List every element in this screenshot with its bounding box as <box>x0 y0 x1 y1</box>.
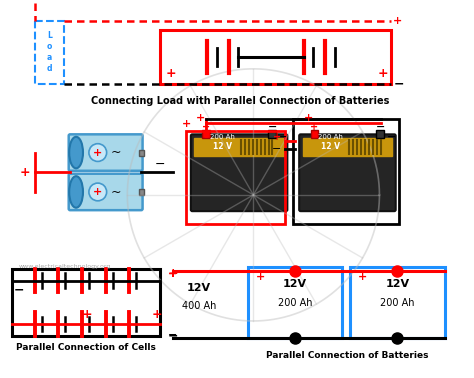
Text: +: + <box>167 267 178 280</box>
FancyBboxPatch shape <box>191 134 287 211</box>
FancyBboxPatch shape <box>69 134 143 171</box>
Text: +: + <box>168 269 177 279</box>
Text: 400 Ah: 400 Ah <box>182 301 217 311</box>
Text: −: − <box>387 132 396 142</box>
Circle shape <box>89 144 107 161</box>
Text: ~: ~ <box>110 146 121 159</box>
Text: +: + <box>256 272 265 282</box>
Bar <box>268 130 276 138</box>
Text: −: − <box>376 122 385 132</box>
Text: −: − <box>272 144 281 153</box>
Text: −: − <box>167 329 178 342</box>
Text: +: + <box>196 113 205 123</box>
Bar <box>310 130 319 138</box>
Bar <box>139 189 144 195</box>
Ellipse shape <box>69 137 83 168</box>
Text: −: − <box>168 330 177 340</box>
Text: 200 Ah: 200 Ah <box>210 134 235 140</box>
Text: +: + <box>377 67 388 80</box>
Text: −: − <box>393 334 402 344</box>
Bar <box>376 130 384 138</box>
Text: +: + <box>93 147 102 158</box>
Text: +: + <box>273 132 281 142</box>
Text: 200 Ah: 200 Ah <box>318 134 343 140</box>
Text: +: + <box>93 187 102 197</box>
Text: 12 V: 12 V <box>321 142 340 151</box>
Text: 12V: 12V <box>283 279 307 288</box>
Bar <box>202 130 210 138</box>
Text: −: − <box>267 122 277 132</box>
Text: 200 Ah: 200 Ah <box>381 298 415 308</box>
Text: −: − <box>393 77 404 90</box>
Text: 200 Ah: 200 Ah <box>278 298 312 308</box>
Text: +: + <box>310 122 319 132</box>
Text: 12V: 12V <box>386 279 410 288</box>
Text: Parallel Connection of Batteries: Parallel Connection of Batteries <box>266 351 428 360</box>
FancyBboxPatch shape <box>69 174 143 210</box>
Text: −: − <box>155 158 165 171</box>
FancyBboxPatch shape <box>299 134 396 211</box>
Text: +: + <box>304 113 313 123</box>
Text: 12 V: 12 V <box>213 142 232 151</box>
Text: +: + <box>202 122 210 132</box>
Text: Connecting Load with Parallel Connection of Batteries: Connecting Load with Parallel Connection… <box>91 96 390 106</box>
Text: +: + <box>393 15 402 26</box>
Bar <box>139 150 144 155</box>
Text: +: + <box>182 119 191 129</box>
Text: +: + <box>19 166 30 179</box>
Text: −: − <box>14 284 25 297</box>
Text: ~: ~ <box>110 186 121 198</box>
Text: −: − <box>291 334 300 344</box>
Text: www.electricaltechnology.org: www.electricaltechnology.org <box>19 264 111 269</box>
Circle shape <box>89 183 107 201</box>
Text: L
o
a
d: L o a d <box>47 31 52 73</box>
Bar <box>302 138 392 155</box>
Bar <box>194 138 284 155</box>
Text: +: + <box>82 308 92 321</box>
Text: +: + <box>166 67 176 80</box>
Text: +: + <box>358 272 367 282</box>
Ellipse shape <box>69 176 83 208</box>
Text: −: − <box>278 132 288 142</box>
Text: Parallel Connection of Cells: Parallel Connection of Cells <box>16 343 156 352</box>
Text: +: + <box>152 308 163 321</box>
Text: 12V: 12V <box>187 284 211 293</box>
